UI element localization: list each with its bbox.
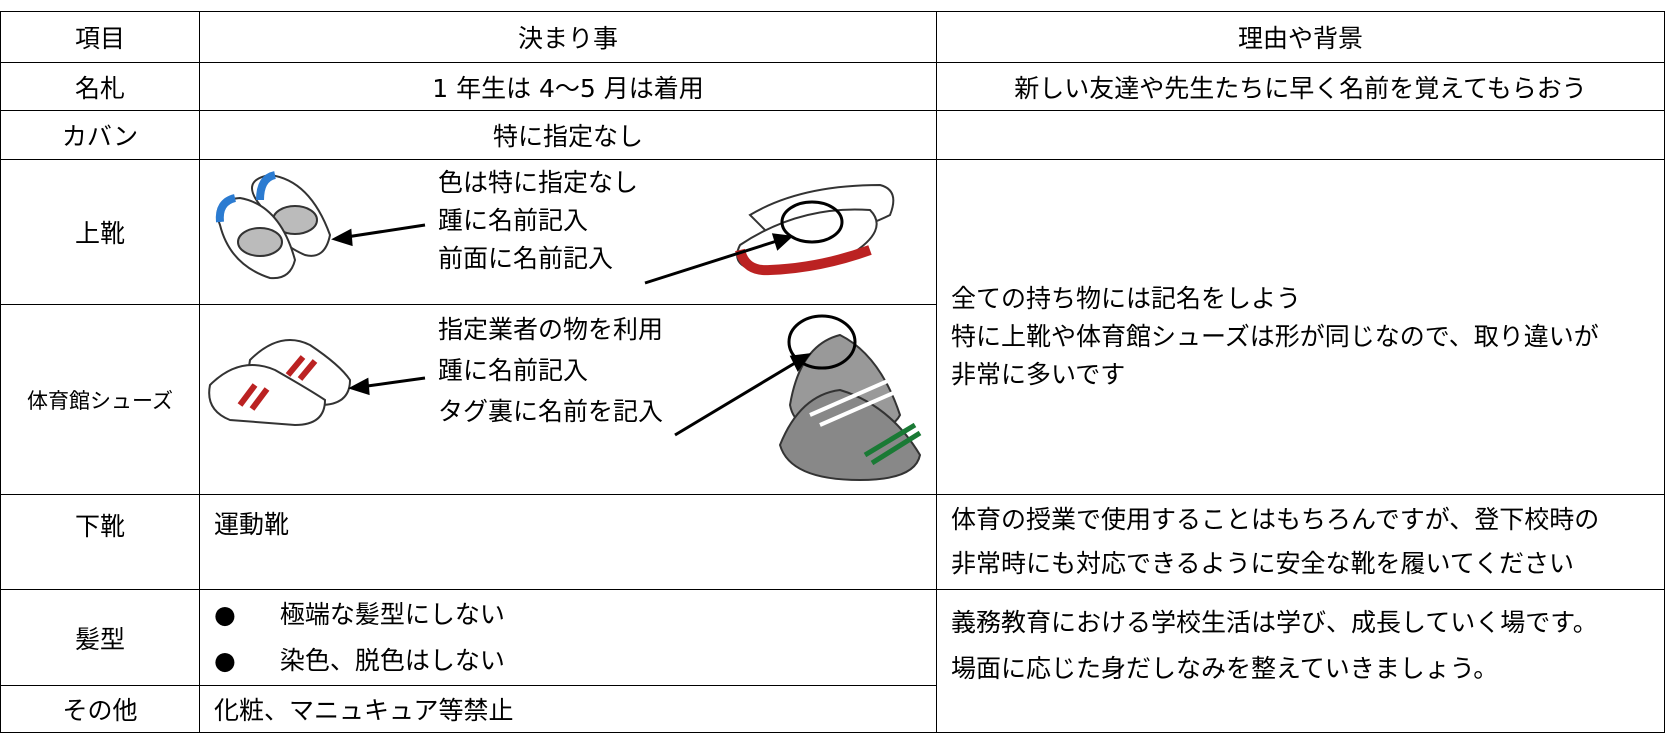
reason-line: 義務教育における学校生活は学び、成長していく場です。 bbox=[951, 608, 1598, 637]
rule: 1 年生は 4～5 月は着用 bbox=[199, 62, 937, 111]
rule-line: 極端な髪型にしない bbox=[279, 599, 505, 629]
reason: 体育の授業で使用することはもちろんですが、登下校時の 非常時にも対応できるように… bbox=[936, 494, 1665, 590]
header-cell: 項目 bbox=[0, 11, 200, 63]
reason: 新しい友達や先生たちに早く名前を覚えてもらおう bbox=[936, 62, 1665, 111]
row: その他 化粧、マニュキュア等禁止 bbox=[0, 685, 1665, 733]
reason-line: 特に上靴や体育館シューズは形が同じなので、取り違いが bbox=[951, 322, 1599, 351]
rule: ● 極端な髪型にしない ● 染色、脱色はしない bbox=[199, 589, 937, 686]
item: その他 bbox=[0, 685, 200, 733]
bullet-item: ● 極端な髪型にしない bbox=[214, 592, 922, 638]
header-cell: 理由や背景 bbox=[936, 11, 1665, 63]
shoe-illustration bbox=[208, 314, 922, 482]
item: カバン bbox=[0, 110, 200, 160]
item: 上靴 bbox=[0, 159, 200, 305]
item: 髪型 bbox=[0, 589, 200, 686]
reason bbox=[936, 110, 1665, 160]
reason: 全ての持ち物には記名をしよう 特に上靴や体育館シューズは形が同じなので、取り違い… bbox=[936, 159, 1665, 495]
rule-lines: 色は特に指定なし 踵に名前記入 前面に名前記入 bbox=[438, 164, 638, 278]
reason-line: 全ての持ち物には記名をしよう bbox=[951, 284, 1302, 313]
rule-line: タグ裏に名前を記入 bbox=[438, 397, 664, 426]
rule: 化粧、マニュキュア等禁止 bbox=[199, 685, 937, 733]
bullet-item: ● 染色、脱色はしない bbox=[214, 638, 922, 684]
reason-line: 場面に応じた身だしなみを整えていきましょう。 bbox=[951, 654, 1499, 683]
rule-line: 前面に名前記入 bbox=[438, 244, 614, 273]
reason: 義務教育における学校生活は学び、成長していく場です。 場面に応じた身だしなみを整… bbox=[936, 589, 1665, 733]
row: 髪型 ● 極端な髪型にしない ● 染色、脱色はしない 義務教育における学校生活は学び… bbox=[0, 589, 1665, 733]
rule-line: 踵に名前記入 bbox=[438, 206, 589, 235]
reason-line: 非常に多いです bbox=[951, 360, 1126, 389]
rule-line: 染色、脱色はしない bbox=[279, 645, 505, 675]
header-cell: 決まり事 bbox=[199, 11, 937, 63]
rule: 特に指定なし bbox=[199, 110, 937, 160]
reason-line: 体育の授業で使用することはもちろんですが、登下校時の bbox=[951, 505, 1600, 534]
shoe-illustration bbox=[215, 171, 895, 285]
item: 体育館シューズ bbox=[0, 304, 200, 495]
header-row: 項目 決まり事 理由や背景 bbox=[0, 11, 1665, 63]
item: 名札 bbox=[0, 62, 200, 111]
rule-line: 踵に名前記入 bbox=[438, 356, 589, 385]
row: 名札 1 年生は 4～5 月は着用 新しい友達や先生たちに早く名前を覚えてもらお… bbox=[0, 62, 1665, 111]
item: 下靴 bbox=[0, 494, 200, 590]
row: 下靴 運動靴 体育の授業で使用することはもちろんですが、登下校時の 非常時にも対… bbox=[0, 494, 1665, 590]
rule-cell: 指定業者の物を利用 踵に名前記入 タグ裏に名前を記入 bbox=[199, 304, 937, 495]
rule: 運動靴 bbox=[199, 494, 937, 590]
row: 体育館シューズ 指定業者の物を利用 踵に名前記入 タグ裏に名前を記入 bbox=[0, 304, 1665, 495]
reason-line: 非常時にも対応できるように安全な靴を履いてください bbox=[951, 549, 1575, 578]
rule-cell: 色は特に指定なし 踵に名前記入 前面に名前記入 bbox=[199, 159, 937, 305]
row: カバン 特に指定なし bbox=[0, 110, 1665, 160]
rule-lines: 指定業者の物を利用 踵に名前記入 タグ裏に名前を記入 bbox=[438, 309, 663, 432]
rule-line: 指定業者の物を利用 bbox=[438, 315, 664, 344]
row: 上靴 色は特に指定なし 踵に名前記入 前面に名前記入 全ての持ち物には記名をしよ… bbox=[0, 159, 1665, 495]
rules-table: 項目 決まり事 理由や背景 名札 1 年生は 4～5 月は着用 新しい友達や先生… bbox=[0, 11, 1665, 733]
rule-line: 色は特に指定なし bbox=[438, 168, 639, 197]
